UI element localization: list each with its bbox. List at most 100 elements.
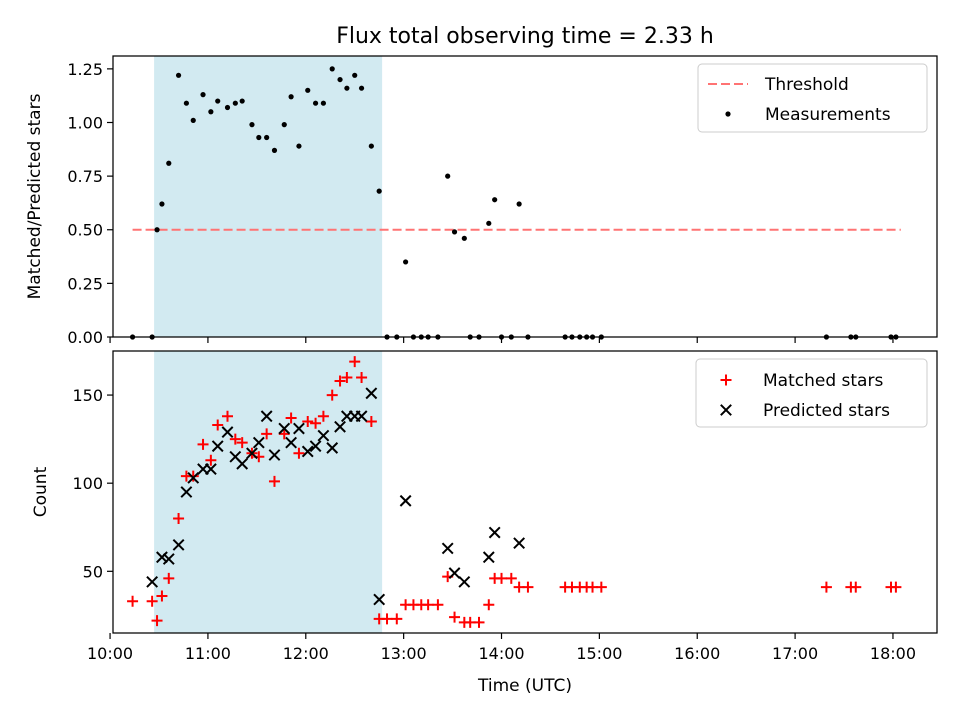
predicted-star-point	[373, 593, 386, 606]
predicted-star-point	[448, 567, 461, 579]
y-tick-label: 150	[72, 386, 103, 405]
top-x-axis-ticks	[109, 337, 894, 343]
x-tick-label: 14:00	[478, 644, 524, 663]
measurement-point	[249, 122, 255, 128]
x-tick-label: 18:00	[870, 644, 916, 663]
top-axes-frame	[112, 55, 938, 338]
x-tick-label: 13:00	[381, 644, 427, 663]
predicted-star-point	[246, 447, 258, 460]
bottom-y-axis-ticks: 50 100 150	[72, 386, 113, 581]
measurement-point	[358, 85, 365, 91]
x-tick-label: 15:00	[576, 644, 622, 663]
measurement-point	[445, 173, 451, 179]
matched-star-point	[595, 581, 607, 593]
measurement-point	[154, 227, 160, 233]
matched-star-point	[261, 428, 273, 440]
measurement-point	[403, 259, 409, 265]
measurement-point	[329, 66, 335, 72]
y-tick-label: 0.75	[67, 167, 103, 186]
top-panel: 0.00 0.25 0.50 0.75 1.00 1.25 Matched/Predict…	[25, 55, 938, 347]
measurement-point	[337, 76, 343, 83]
matched-star-point	[522, 581, 534, 593]
x-tick-label: 10:00	[87, 644, 133, 663]
measurement-point	[166, 160, 172, 166]
matched-star-point	[221, 410, 233, 422]
top-observing-window-shade	[154, 56, 383, 337]
measurement-point	[208, 109, 214, 115]
legend-measurement-swatch	[725, 111, 731, 117]
matched-star-point	[449, 611, 461, 623]
count-points	[127, 356, 902, 628]
predicted-star-point	[236, 457, 249, 470]
matched-star-point	[173, 512, 185, 524]
measurement-point	[296, 143, 302, 149]
bottom-axes-frame	[112, 350, 938, 634]
matched-star-point	[483, 599, 495, 611]
y-tick-label: 1.00	[67, 113, 103, 132]
matched-star-point	[890, 581, 902, 593]
y-tick-label: 50	[83, 562, 103, 581]
matched-star-point	[268, 475, 280, 487]
matched-star-point	[820, 581, 832, 593]
legend-measurement-label: Measurements	[765, 105, 891, 125]
matched-star-point	[205, 454, 217, 466]
predicted-star-point	[204, 463, 217, 475]
matched-star-point	[278, 428, 290, 440]
top-y-axis-label: Matched/Predicted stars	[25, 93, 45, 299]
measurement-point	[200, 92, 206, 98]
measurement-point	[239, 98, 245, 104]
x-tick-label: 12:00	[283, 644, 329, 663]
predicted-star-point	[156, 551, 168, 564]
measurement-point	[288, 94, 294, 100]
measurement-point	[256, 134, 262, 141]
matched-star-point	[341, 371, 353, 383]
measurement-point	[368, 143, 374, 149]
measurement-point	[352, 72, 358, 78]
predicted-star-point	[399, 494, 412, 507]
measurement-point	[486, 220, 492, 226]
measurement-point	[516, 201, 522, 207]
predicted-star-point	[355, 410, 368, 423]
x-tick-label: 16:00	[674, 644, 720, 663]
matched-star-point	[365, 416, 377, 427]
matched-star-point	[229, 433, 241, 445]
bottom-legend: Matched stars Predicted stars	[695, 358, 928, 428]
top-y-axis-ticks: 0.00 0.25 0.50 0.75 1.00 1.25	[67, 60, 113, 347]
y-tick-label: 0.50	[67, 221, 103, 240]
x-tick-label: 11:00	[185, 644, 231, 663]
legend-matched-swatch	[720, 374, 732, 386]
matched-star-point	[473, 616, 485, 628]
matched-star-point	[151, 615, 163, 627]
matched-star-point	[391, 613, 403, 625]
predicted-star-point	[488, 526, 501, 539]
matched-star-point	[317, 410, 329, 422]
measurement-point	[492, 197, 498, 203]
y-tick-label: 0.00	[67, 328, 103, 347]
measurement-point	[175, 72, 182, 78]
matched-star-point	[197, 438, 209, 450]
measurement-point	[159, 201, 165, 207]
predicted-star-point	[146, 575, 159, 588]
predicted-star-point	[180, 486, 193, 498]
matched-star-point	[302, 416, 314, 427]
measurement-point	[312, 100, 319, 106]
matched-star-point	[505, 572, 517, 584]
legend-box	[695, 358, 928, 428]
predicted-star-point	[513, 537, 526, 550]
measurement-point	[376, 188, 382, 194]
predicted-star-point	[334, 420, 346, 433]
predicted-star-point	[252, 436, 265, 449]
predicted-star-point	[326, 442, 339, 454]
measurement-point	[271, 147, 278, 153]
matched-star-point	[422, 599, 434, 611]
predicted-star-point	[172, 538, 185, 551]
bottom-x-axis-ticks: 10:00 11:00 12:00 13:00 14:00 15:00 16:00 17:00…	[87, 633, 916, 663]
matched-star-point	[163, 572, 175, 584]
measurement-point	[461, 235, 467, 241]
legend-matched-label: Matched stars	[763, 371, 883, 391]
y-tick-label: 0.25	[67, 274, 103, 293]
measurement-point	[215, 98, 221, 104]
measurement-point	[264, 134, 270, 141]
